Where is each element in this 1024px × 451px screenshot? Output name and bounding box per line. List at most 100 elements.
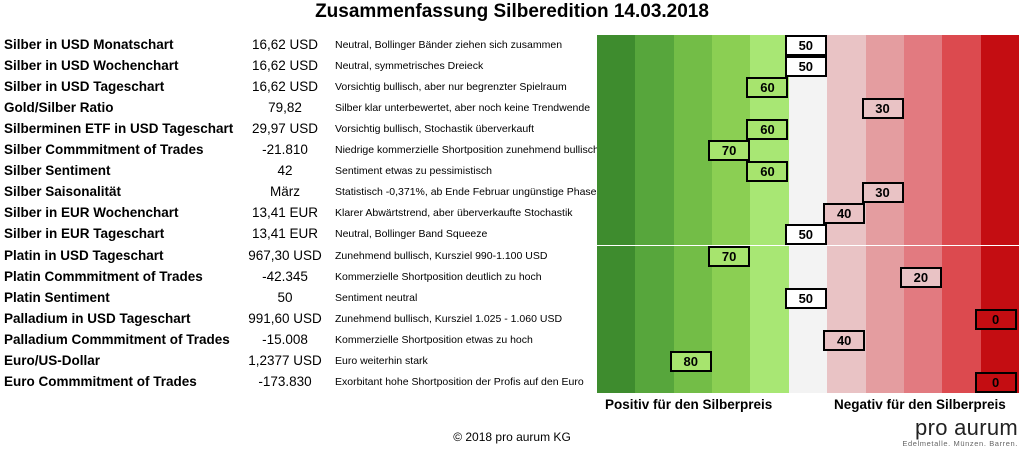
score-scale-segment — [865, 35, 905, 56]
score-scale-segment — [942, 329, 982, 351]
row-value: 79,82 — [268, 100, 302, 116]
score-scale-segment — [788, 119, 828, 141]
score-scale-segment — [903, 287, 943, 309]
row-label: Silber in EUR Wochenchart — [4, 205, 179, 221]
score-scale-segment — [827, 371, 867, 393]
score-bar: 40 — [597, 203, 1020, 225]
score-marker: 60 — [746, 119, 789, 141]
score-scale-segment — [865, 140, 905, 162]
score-scale-segment — [597, 119, 636, 141]
score-scale-segment — [903, 182, 943, 204]
score-scale-segment — [712, 119, 751, 141]
score-scale-segment — [788, 266, 828, 288]
score-scale-segment — [597, 203, 636, 225]
score-scale-segment — [788, 245, 828, 267]
score-scale-segment — [673, 35, 713, 56]
row-comment: Niedrige kommerzielle Shortposition zune… — [335, 144, 599, 157]
score-scale-segment — [597, 56, 636, 78]
score-marker: 50 — [784, 35, 827, 56]
row-label: Platin in USD Tageschart — [4, 247, 164, 263]
score-scale-segment — [903, 98, 943, 120]
score-scale-segment — [635, 161, 675, 183]
score-marker: 60 — [746, 77, 789, 99]
score-scale-segment — [597, 224, 636, 246]
score-scale-segment — [903, 224, 943, 246]
score-scale-segment — [980, 224, 1020, 246]
row-value: 13,41 EUR — [251, 226, 319, 242]
score-scale-segment — [597, 98, 636, 120]
score-scale-segment — [597, 35, 636, 56]
score-scale-segment — [903, 161, 943, 183]
row-label: Platin Commmitment of Trades — [4, 268, 203, 284]
score-scale-segment — [827, 182, 867, 204]
score-marker: 40 — [823, 329, 866, 351]
score-scale-segment — [597, 245, 636, 267]
score-scale-segment — [788, 371, 828, 393]
table-row: Platin in USD Tageschart 967,30 USD Zunehm… — [0, 245, 1024, 267]
row-label: Silberminen ETF in USD Tageschart — [4, 121, 234, 137]
score-scale-segment — [750, 224, 790, 246]
score-marker: 30 — [861, 98, 904, 120]
table-row: Silber Sentiment 42 Sentiment etwas zu pes… — [0, 161, 1024, 183]
row-value: 16,62 USD — [251, 58, 319, 74]
row-comment: Zunehmend bullisch, Kursziel 990-1.100 U… — [335, 249, 548, 262]
row-label: Euro Commmitment of Trades — [4, 373, 197, 389]
score-scale-segment — [712, 224, 751, 246]
row-comment: Vorsichtig bullisch, aber nur begrenzter… — [335, 81, 567, 94]
row-label: Palladium Commmitment of Trades — [4, 331, 230, 347]
score-scale-segment — [827, 350, 867, 372]
score-scale-segment — [903, 35, 943, 56]
score-scale-segment — [673, 266, 713, 288]
row-value: -173.830 — [258, 373, 312, 389]
score-scale-segment — [827, 77, 867, 99]
row-label: Silber Commmitment of Trades — [4, 142, 204, 158]
table-row: Silber in EUR Wochenchart 13,41 EUR Klarer… — [0, 203, 1024, 225]
score-bar: 70 — [597, 140, 1020, 162]
table-row: Palladium in USD Tageschart 991,60 USD Zun… — [0, 308, 1024, 330]
score-scale-segment — [750, 308, 790, 330]
score-scale-segment — [673, 140, 713, 162]
score-scale-segment — [942, 35, 982, 56]
score-scale-segment — [635, 140, 675, 162]
chart-title: Zusammenfassung Silberedition 14.03.2018 — [315, 1, 709, 22]
row-label: Gold/Silber Ratio — [4, 100, 114, 116]
row-comment: Kommerzielle Shortposition deutlich zu h… — [335, 270, 542, 283]
score-marker: 30 — [861, 182, 904, 204]
score-scale-segment — [597, 182, 636, 204]
row-value: 1,2377 USD — [248, 352, 322, 368]
score-scale-segment — [827, 140, 867, 162]
score-scale-segment — [980, 35, 1020, 56]
score-scale-segment — [980, 140, 1020, 162]
score-scale-segment — [750, 56, 790, 78]
score-scale-segment — [903, 203, 943, 225]
score-scale-segment — [942, 287, 982, 309]
score-bar: 60 — [597, 77, 1020, 99]
score-scale-segment — [635, 266, 675, 288]
score-scale-segment — [788, 203, 828, 225]
score-scale-segment — [673, 308, 713, 330]
score-marker: 80 — [669, 350, 712, 372]
score-scale-segment — [942, 371, 982, 393]
score-scale-segment — [865, 119, 905, 141]
row-comment: Statistisch -0,371%, ab Ende Februar ung… — [335, 186, 597, 199]
score-scale-segment — [673, 371, 713, 393]
row-comment: Neutral, Bollinger Band Squeeze — [335, 228, 488, 241]
score-scale-segment — [942, 161, 982, 183]
score-scale-segment — [903, 77, 943, 99]
score-marker: 0 — [974, 308, 1017, 330]
score-bar: 50 — [597, 35, 1020, 56]
score-scale-segment — [942, 350, 982, 372]
table-row: Gold/Silber Ratio 79,82 Silber klar unterb… — [0, 98, 1024, 120]
row-comment: Vorsichtig bullisch, Stochastik überverk… — [335, 123, 535, 136]
row-value: -21.810 — [262, 142, 308, 158]
score-scale-segment — [635, 224, 675, 246]
score-scale-segment — [750, 266, 790, 288]
row-value: 16,62 USD — [251, 37, 319, 52]
table-row: Silberminen ETF in USD Tageschart 29,97 U… — [0, 119, 1024, 141]
score-scale-segment — [942, 140, 982, 162]
row-comment: Silber klar unterbewertet, aber noch kei… — [335, 102, 591, 115]
row-value: 991,60 USD — [248, 310, 322, 326]
row-comment: Euro weiterhin stark — [335, 354, 428, 367]
score-scale-segment — [597, 350, 636, 372]
score-scale-segment — [942, 224, 982, 246]
